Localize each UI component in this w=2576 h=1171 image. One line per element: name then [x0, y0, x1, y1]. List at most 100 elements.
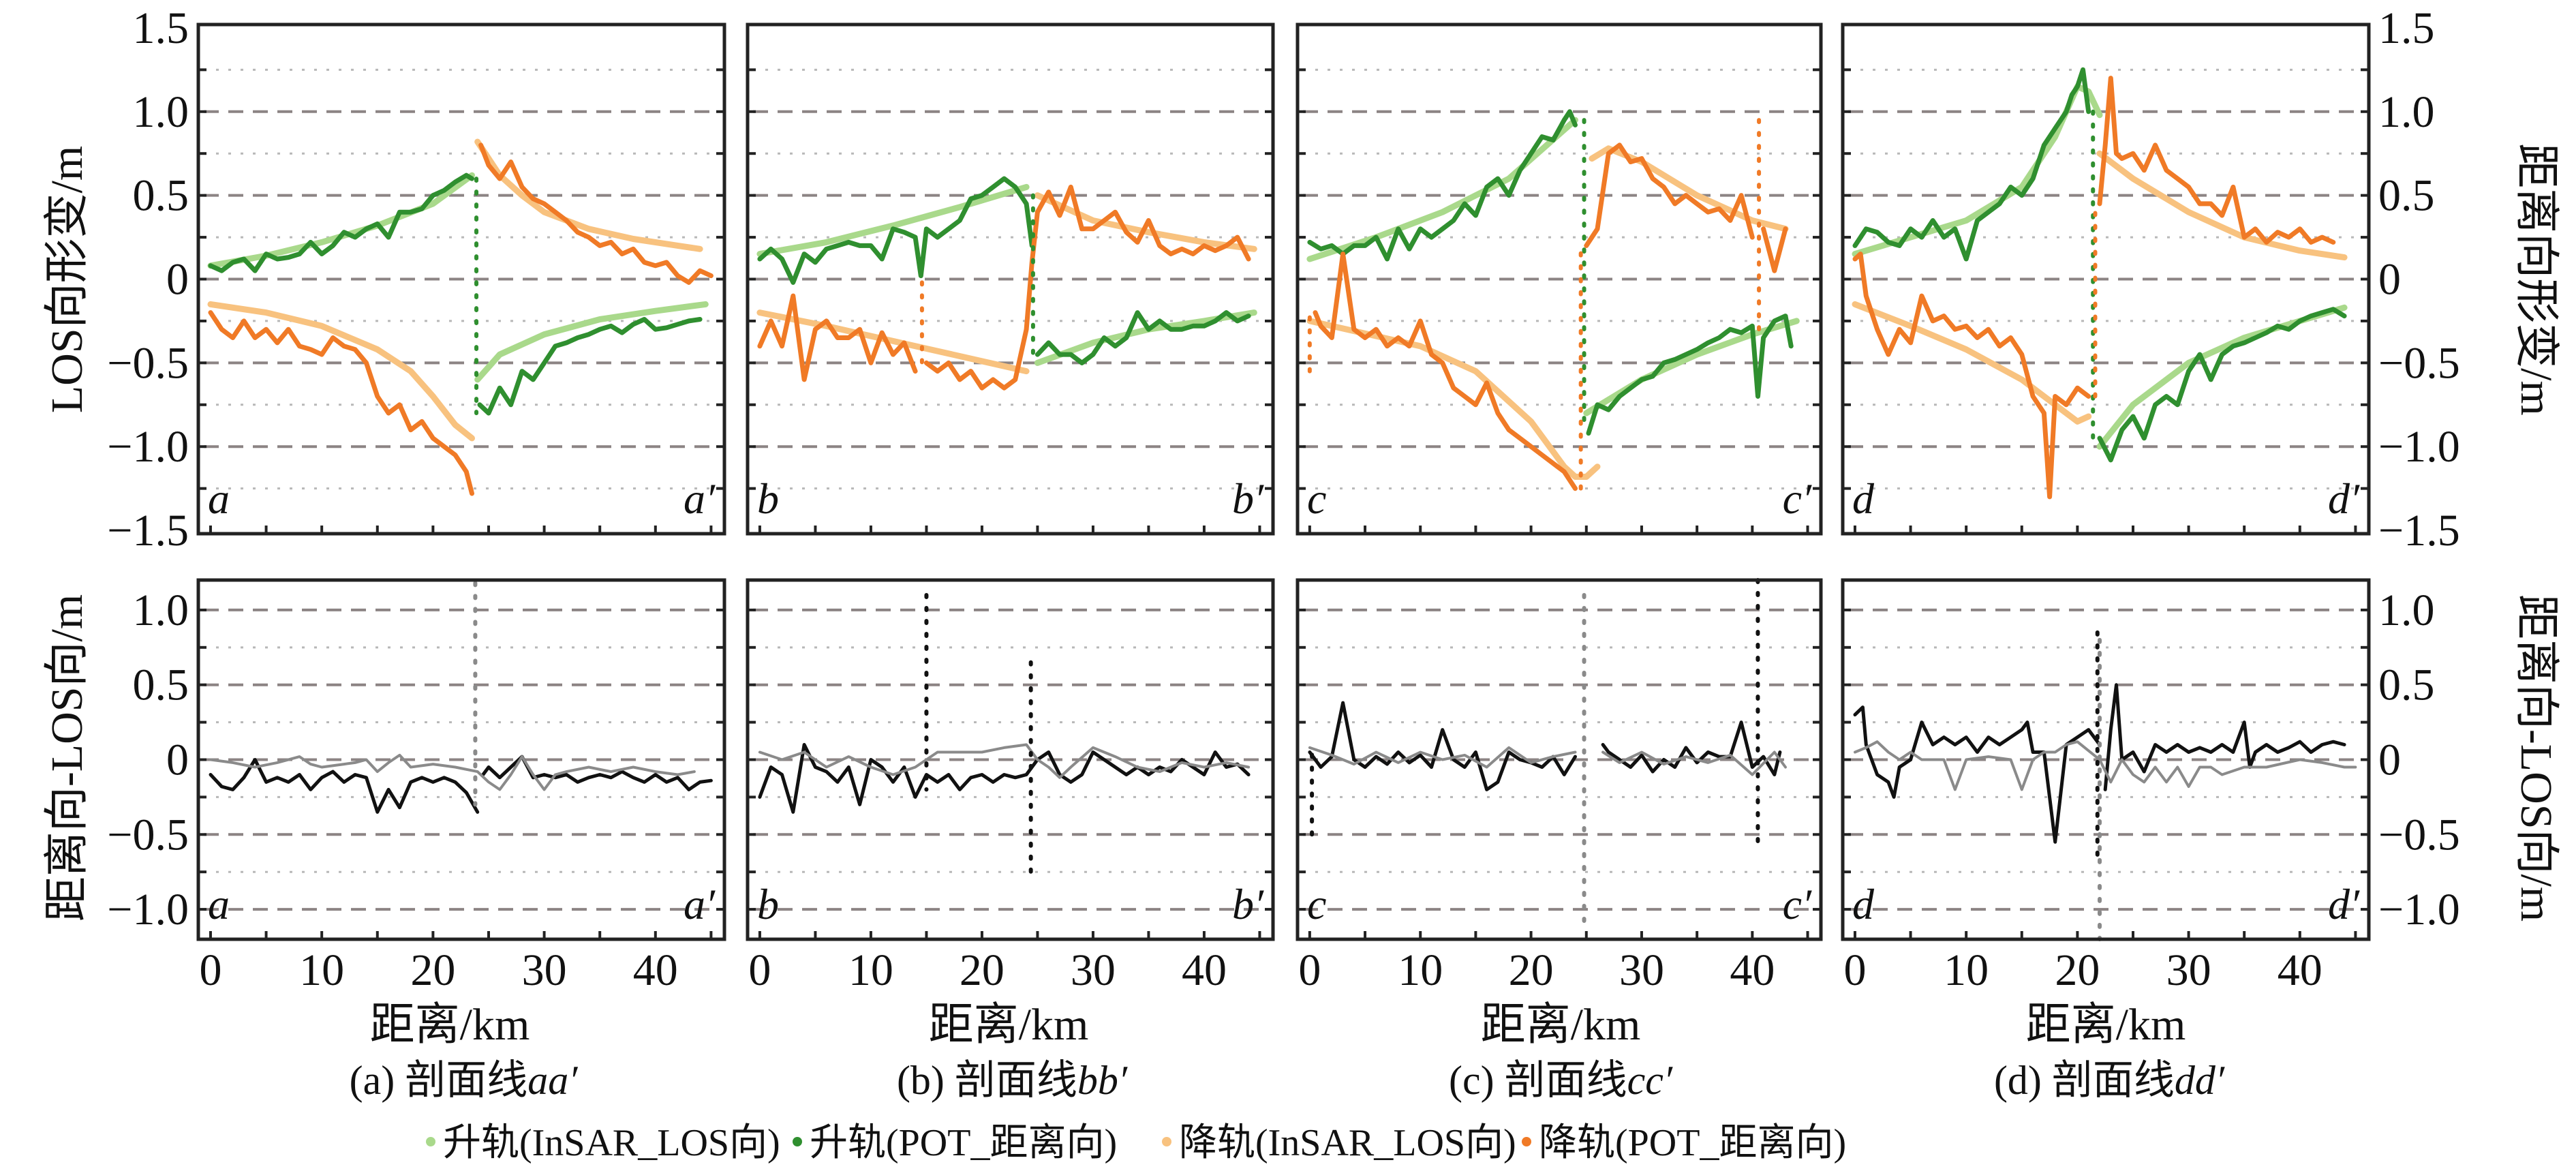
- series-asc-pot: [1852, 67, 2347, 463]
- y-tick-label: 1.0: [133, 87, 189, 137]
- series-asc-insar: [207, 172, 709, 383]
- y-tick-label: 1.0: [2378, 87, 2435, 137]
- series-diff-gray: [758, 743, 1251, 779]
- y-tick-label: −1.0: [2378, 422, 2460, 472]
- x-tick-label: 0: [1843, 945, 1866, 995]
- series-diff-black: [758, 743, 1251, 814]
- y-tick-label: −0.5: [107, 338, 189, 388]
- y-tick-label: 1.5: [2378, 3, 2435, 53]
- series-desc-insar: [756, 192, 1257, 375]
- y-tick-label: 0.5: [133, 171, 189, 221]
- panel-a: a a′ 1.5 1.0 0.5 0 −0.5 −1.0 −1.5 a a′ 1.0 0.5 0 −0.5 −…: [107, 3, 726, 995]
- top-plot-b: b b′: [746, 22, 1275, 536]
- y-tick-label: −0.5: [2378, 810, 2460, 860]
- panel-b: b b′ b b′ 0 10 20 30 40: [746, 22, 1275, 995]
- plot-frame: [1841, 578, 2371, 941]
- y-tick-label: 1.5: [133, 3, 189, 53]
- legend: 升轨(InSAR_LOS向) 升轨(POT_距离向) 降轨(InSAR_LOS向…: [426, 1122, 1846, 1164]
- x-axis-title-c: 距离/km: [1481, 1000, 1641, 1050]
- panels: a a′ 1.5 1.0 0.5 0 −0.5 −1.0 −1.5 a a′ 1.0 0.5 0 −0.5 −…: [107, 3, 2459, 995]
- profile-end-label: d′: [2328, 880, 2360, 928]
- x-tick-label: 20: [2055, 945, 2100, 995]
- profile-end-label: d′: [2328, 474, 2360, 523]
- x-tick-label: 30: [1619, 945, 1664, 995]
- legend-label-desc-pot: 降轨(POT_距离向): [1539, 1122, 1846, 1164]
- series-diff-black: [1853, 683, 2346, 844]
- profile-start-label: a: [208, 880, 230, 928]
- series-desc-pot: [757, 184, 1251, 391]
- plot-frame: [746, 578, 1275, 941]
- x-tick-label: 10: [1944, 945, 1989, 995]
- x-tick-label: 40: [1730, 945, 1775, 995]
- legend-marker-desc-pot: [1522, 1137, 1531, 1146]
- profile-end-label: c′: [1783, 880, 1812, 928]
- legend-label-asc-insar: 升轨(InSAR_LOS向): [443, 1122, 780, 1164]
- y-tick-label: 0.5: [2378, 171, 2435, 221]
- plot-frame: [1295, 578, 1823, 941]
- x-tick-label: 10: [848, 945, 893, 995]
- y-tick-label: 0.5: [2378, 660, 2435, 710]
- y-tick-label: −1.0: [2378, 885, 2460, 934]
- x-tick-label: 10: [1398, 945, 1443, 995]
- plot-frame: [746, 22, 1275, 536]
- series-desc-pot: [208, 142, 714, 496]
- profile-end-label: c′: [1783, 474, 1812, 523]
- y-tick-label: 0: [166, 255, 189, 305]
- series-asc-insar: [1852, 83, 2348, 450]
- panel-c: c c′ c c′ 0 10 20 30 40: [1295, 22, 1823, 995]
- series-desc-insar: [1306, 145, 1789, 480]
- series-asc-pot: [1307, 109, 1794, 436]
- profile-start-label: d: [1852, 474, 1875, 523]
- caption-d: (d) 剖面线dd′: [1994, 1058, 2225, 1103]
- series-desc-pot: [1313, 142, 1788, 491]
- bottom-y-axis-title-right: 距离向-LOS向/m: [2511, 594, 2561, 922]
- x-tick-label: 20: [1509, 945, 1554, 995]
- series-diff-gray: [1854, 740, 2357, 791]
- y-tick-label: −0.5: [107, 810, 189, 860]
- x-axis-title-d: 距离/km: [2026, 1000, 2186, 1050]
- x-tick-label: 0: [1298, 945, 1321, 995]
- y-tick-label: 1.0: [133, 586, 189, 635]
- x-tick-label: 30: [2166, 945, 2211, 995]
- top-plot-c: c c′: [1295, 22, 1823, 536]
- profile-start-label: a: [208, 474, 230, 523]
- profile-start-label: b: [757, 474, 779, 523]
- plot-frame: [1841, 22, 2371, 536]
- series-asc-pot: [208, 172, 703, 416]
- top-plot-d: d d′ 1.5 1.0 0.5 0 −0.5 −1.0 −1.5: [1841, 3, 2460, 556]
- profile-end-label: a′: [684, 880, 716, 928]
- legend-marker-desc-insar: [1162, 1137, 1171, 1146]
- x-tick-label: 0: [748, 945, 771, 995]
- x-axis-title-b: 距离/km: [929, 1000, 1089, 1050]
- caption-c: (c) 剖面线cc′: [1449, 1058, 1673, 1103]
- profile-end-label: a′: [684, 474, 716, 523]
- y-tick-label: −1.5: [107, 506, 189, 556]
- y-tick-label: −0.5: [2378, 338, 2460, 388]
- series-diff-black: [1308, 701, 1782, 791]
- y-tick-label: 0: [2378, 255, 2401, 305]
- plot-frame: [196, 22, 726, 536]
- profile-start-label: c: [1307, 880, 1326, 928]
- y-tick-label: −1.0: [107, 422, 189, 472]
- x-tick-label: 40: [633, 945, 678, 995]
- series-diff-black: [209, 755, 713, 814]
- top-plot-a: a a′ 1.5 1.0 0.5 0 −0.5 −1.0 −1.5: [107, 3, 726, 556]
- series-desc-pot: [1852, 76, 2336, 500]
- plot-frame: [1295, 22, 1823, 536]
- x-tick-label: 30: [522, 945, 567, 995]
- caption-b: (b) 剖面线bb′: [897, 1058, 1128, 1103]
- series-diff-gray: [209, 753, 696, 791]
- y-tick-label: −1.5: [2378, 506, 2460, 556]
- profile-start-label: d: [1852, 880, 1875, 928]
- y-tick-label: 0.5: [133, 660, 189, 710]
- caption-a: (a) 剖面线aa′: [350, 1058, 579, 1103]
- bottom-plot-d: d d′ 1.0 0.5 0 −0.5 −1.0 0 10 20 30 40: [1841, 578, 2460, 995]
- profile-end-label: b′: [1232, 880, 1264, 928]
- bottom-plot-b: b b′ 0 10 20 30 40: [746, 578, 1275, 995]
- series-desc-insar: [1852, 150, 2348, 425]
- top-y-axis-title-right: 距离向形变/m: [2511, 143, 2561, 416]
- y-tick-label: −1.0: [107, 885, 189, 934]
- bottom-plot-a: a a′1.00.50−0.5−1.00 10 20 30 40: [107, 578, 726, 995]
